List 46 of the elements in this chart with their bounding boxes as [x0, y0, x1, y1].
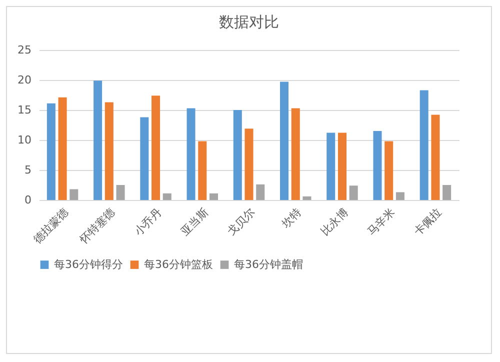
chart-title: 数据对比 [219, 13, 279, 31]
x-tick-label: 坎特 [278, 206, 304, 232]
bar [162, 193, 172, 200]
bar [140, 117, 149, 200]
bar [152, 96, 160, 200]
bar [384, 141, 394, 200]
bar [373, 131, 382, 200]
bar [291, 108, 300, 200]
x-tick-label: 戈贝尔 [224, 206, 258, 238]
x-tick-label: 德拉蒙德 [30, 206, 72, 246]
legend-label: 每36分钟篮板 [144, 258, 213, 271]
bar [70, 189, 78, 200]
legend-label: 每36分钟盖帽 [234, 258, 303, 271]
x-tick-label: 马辛米 [364, 206, 398, 238]
bar [431, 114, 440, 200]
x-tick-label: 卡佩拉 [411, 206, 444, 238]
x-tick-label: 怀特塞德 [76, 206, 118, 247]
bar [326, 132, 336, 200]
bar [46, 103, 56, 200]
bar [302, 196, 312, 200]
bar [186, 108, 196, 200]
bar [233, 110, 242, 200]
bar [256, 184, 265, 200]
bar [396, 192, 404, 200]
x-tick-label: 小乔丹 [132, 206, 164, 238]
bar [116, 185, 125, 200]
bar [104, 102, 114, 200]
bar [338, 132, 346, 200]
bar [94, 80, 102, 200]
y-tick-label: 15 [18, 104, 32, 116]
y-tick-label: 25 [18, 44, 32, 56]
legend-label: 每36分钟得分 [54, 258, 123, 271]
bar [244, 128, 254, 200]
y-tick-label: 0 [24, 194, 32, 206]
bar [209, 193, 218, 200]
bar [349, 186, 358, 200]
bar [198, 141, 207, 200]
y-tick-label: 5 [24, 164, 32, 176]
x-tick-label: 亚当斯 [178, 206, 211, 238]
bar [420, 90, 428, 200]
y-tick-label: 20 [18, 74, 32, 86]
x-tick-label: 比永博 [318, 206, 351, 238]
y-tick-label: 10 [18, 134, 32, 146]
bar [280, 82, 289, 200]
bar [442, 185, 452, 200]
bar [58, 97, 67, 200]
